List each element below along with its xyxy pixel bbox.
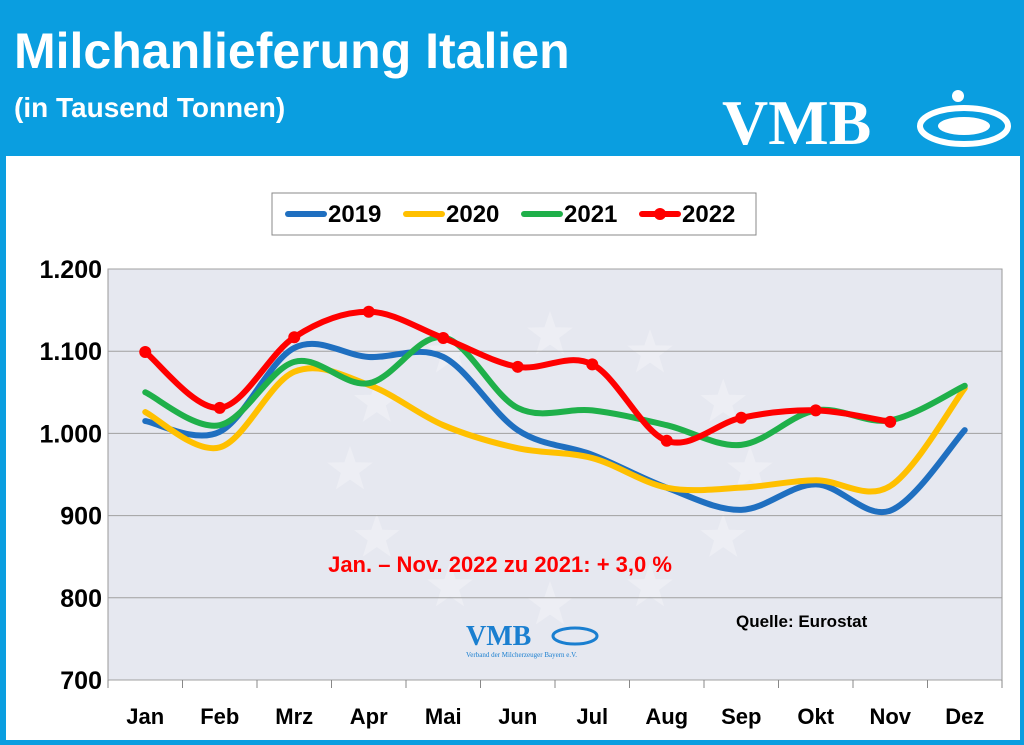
x-tick-label: Dez (945, 704, 984, 729)
page-subtitle: (in Tausend Tonnen) (14, 92, 286, 123)
y-tick-label: 1.000 (39, 420, 102, 448)
comparison-annotation: Jan. – Nov. 2022 zu 2021: + 3,0 % (328, 552, 672, 577)
x-tick-label: Nov (869, 704, 911, 729)
x-tick-label: Jun (498, 704, 537, 729)
chart-panel: 700 800 900 1.000 1.100 1.200 Jan Feb Mrz Apr Mai J… (4, 154, 1022, 742)
data-point-2022 (362, 305, 375, 318)
star-icon (353, 513, 400, 557)
star-icon (353, 378, 400, 422)
star-icon (527, 581, 573, 625)
data-point-2022 (735, 411, 748, 424)
legend-marker (654, 208, 666, 220)
legend-label: 2021 (564, 201, 617, 228)
legend: 2019 2020 2021 2022 (271, 192, 757, 236)
y-tick-label: 1.200 (39, 256, 102, 284)
data-point-2022 (213, 401, 226, 414)
data-point-2022 (139, 346, 152, 359)
data-point-2022 (660, 434, 673, 447)
star-icon (627, 562, 673, 607)
source-note: Quelle: Eurostat (736, 612, 868, 631)
y-tick-label: 800 (60, 585, 102, 613)
star-icon (327, 446, 373, 490)
svg-text:VMB: VMB (466, 621, 531, 652)
vmb-logo: VMB (722, 87, 1011, 150)
line-chart: 700 800 900 1.000 1.100 1.200 Jan Feb Mrz Apr Mai J… (39, 192, 1003, 729)
star-icon (527, 311, 573, 355)
page-title: Milchanlieferung Italien (14, 23, 570, 79)
x-tick-label: Jul (576, 704, 608, 729)
legend-label: 2019 (328, 201, 381, 228)
data-point-2022 (884, 415, 897, 428)
y-tick-label: 1.100 (39, 338, 102, 366)
data-point-2022 (809, 404, 822, 417)
x-tick-label: Feb (200, 704, 239, 729)
header: Milchanlieferung Italien (in Tausend Ton… (0, 0, 1024, 152)
x-tick-label: Aug (645, 704, 688, 729)
star-icon (427, 562, 473, 607)
legend-label: 2022 (682, 201, 735, 228)
star-icon (727, 446, 773, 490)
data-point-2022 (586, 358, 599, 371)
svg-text:Verband der Milcherzeuger Baye: Verband der Milcherzeuger Bayern e.V. (466, 651, 577, 659)
y-tick-label: 900 (60, 503, 102, 531)
series-line-2020 (142, 365, 968, 495)
x-tick-label: Mrz (275, 704, 313, 729)
x-tick-label: Mai (425, 704, 462, 729)
svg-text:VMB: VMB (722, 87, 871, 150)
data-point-2022 (511, 360, 524, 373)
data-point-2022 (288, 331, 301, 344)
x-tick-label: Okt (797, 704, 834, 729)
series-line-2019 (142, 340, 968, 516)
data-point-2022 (437, 332, 450, 345)
star-icon (700, 513, 747, 557)
x-tick-label: Jan (126, 704, 164, 729)
star-icon (700, 378, 747, 422)
x-tick-label: Apr (350, 704, 388, 729)
legend-label: 2020 (446, 201, 499, 228)
y-tick-label: 700 (60, 667, 102, 695)
x-tick-label: Sep (721, 704, 761, 729)
